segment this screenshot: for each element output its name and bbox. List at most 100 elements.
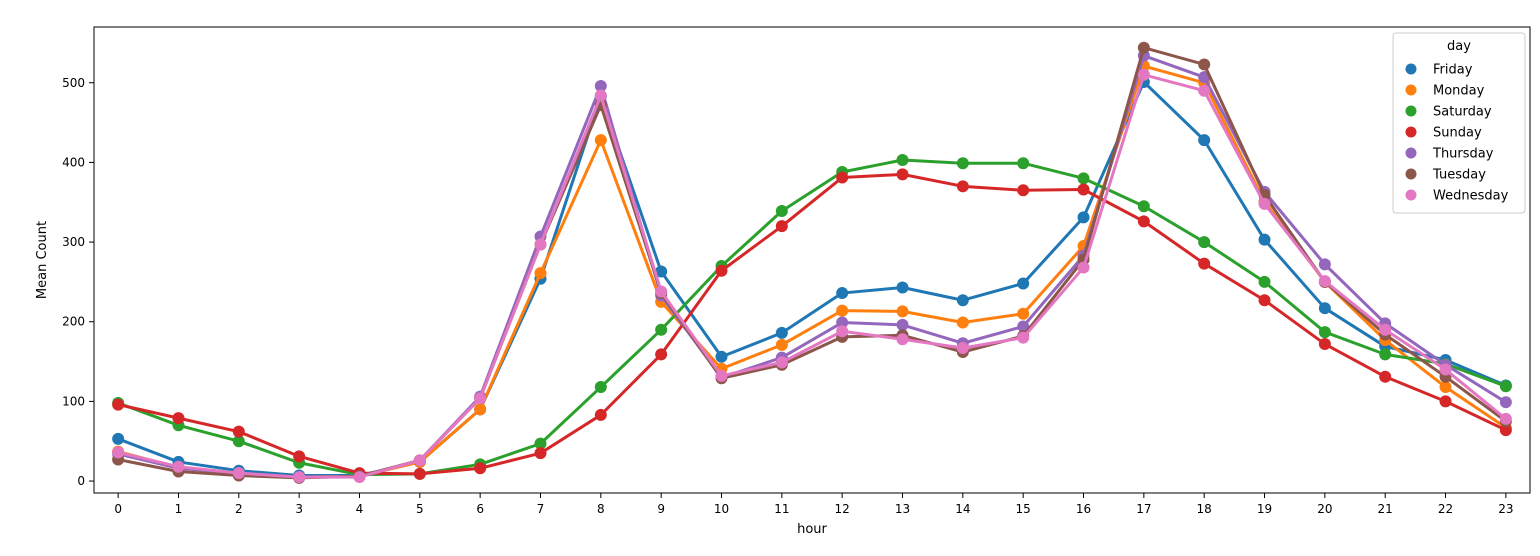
data-point (1499, 396, 1512, 409)
data-point (1137, 200, 1150, 213)
data-point (1379, 370, 1392, 383)
data-point (1137, 215, 1150, 228)
legend-item: Tuesday (1405, 168, 1486, 183)
data-point (896, 154, 909, 167)
legend-item: Saturday (1405, 105, 1492, 120)
data-point (1017, 277, 1030, 290)
x-tick-label: 1 (175, 502, 183, 516)
legend-item: Wednesday (1405, 189, 1509, 204)
data-point (655, 323, 668, 336)
series-line (117, 80, 1507, 477)
series-monday (112, 60, 1512, 484)
data-point (112, 398, 125, 411)
data-point (715, 350, 728, 363)
data-point (896, 333, 909, 346)
x-tick-label: 10 (714, 502, 729, 516)
data-point (956, 342, 969, 355)
series-layer (112, 41, 1512, 484)
data-point (1017, 307, 1030, 320)
data-point (232, 425, 245, 438)
data-point (1198, 134, 1211, 147)
legend-label: Friday (1433, 63, 1473, 78)
data-point (1258, 197, 1271, 210)
data-point (594, 89, 607, 102)
data-point (534, 267, 547, 280)
data-point (836, 287, 849, 300)
data-point (1439, 381, 1452, 394)
data-point (232, 435, 245, 448)
data-point (1379, 323, 1392, 336)
legend-label: Sunday (1433, 126, 1482, 141)
data-point (1258, 275, 1271, 288)
data-point (474, 462, 487, 475)
x-tick-label: 12 (835, 502, 850, 516)
data-point (474, 392, 487, 405)
x-tick-label: 4 (356, 502, 364, 516)
axes-frame (93, 26, 1531, 494)
legend-marker (1405, 126, 1417, 138)
x-tick-label: 19 (1257, 502, 1272, 516)
data-point (1198, 84, 1211, 97)
legend-marker (1405, 147, 1417, 159)
data-point (715, 264, 728, 277)
data-point (956, 157, 969, 170)
data-point (534, 238, 547, 251)
data-point (655, 285, 668, 298)
data-point (1198, 58, 1211, 71)
data-point (1318, 326, 1331, 339)
data-point (1077, 172, 1090, 185)
x-tick-label: 13 (895, 502, 910, 516)
series-line (117, 54, 1507, 479)
data-point (715, 369, 728, 382)
data-point (896, 281, 909, 294)
series-thursday (112, 49, 1512, 484)
data-point (1499, 424, 1512, 437)
data-point (1258, 294, 1271, 307)
data-point (594, 79, 607, 92)
x-tick-label: 8 (597, 502, 605, 516)
data-point (836, 171, 849, 184)
legend-label: Saturday (1433, 105, 1492, 120)
series-sunday (112, 168, 1512, 480)
series-line (117, 172, 1507, 476)
data-point (232, 467, 245, 480)
x-axis-label: hour (797, 522, 827, 537)
legend-label: Wednesday (1433, 189, 1509, 204)
legend-title: day (1447, 39, 1471, 54)
data-point (956, 316, 969, 329)
data-point (1077, 211, 1090, 224)
x-tick-label: 9 (657, 502, 665, 516)
data-point (1318, 338, 1331, 351)
data-point (1077, 261, 1090, 274)
data-point (1198, 236, 1211, 249)
data-point (1258, 233, 1271, 246)
data-point (112, 432, 125, 445)
series-line (117, 64, 1507, 479)
legend-box (1392, 32, 1526, 214)
data-point (474, 403, 487, 416)
data-point (293, 450, 306, 463)
data-point (775, 220, 788, 233)
data-point (836, 325, 849, 338)
legend-items: Friday Monday Saturday Sunday Thursday Tuesda… (1405, 63, 1509, 204)
y-tick-label: 300 (62, 235, 85, 249)
data-point (534, 447, 547, 460)
data-point (293, 471, 306, 484)
data-point (655, 348, 668, 361)
data-point (896, 168, 909, 181)
legend-item: Thursday (1405, 147, 1494, 162)
series-line (117, 158, 1507, 477)
y-tick-label: 200 (62, 315, 85, 329)
x-axis: 0 1 2 3 4 5 6 7 8 9 10 11 12 13 14 15 16 17 18 19 20 21 22 23 (114, 493, 1514, 516)
data-point (1137, 41, 1150, 54)
data-point (896, 318, 909, 331)
x-tick-label: 2 (235, 502, 243, 516)
data-point (1137, 68, 1150, 81)
series-tuesday (112, 41, 1512, 484)
data-point (1017, 331, 1030, 344)
x-tick-label: 22 (1438, 502, 1453, 516)
data-point (1499, 380, 1512, 393)
legend-marker (1405, 168, 1417, 180)
data-point (1077, 183, 1090, 196)
